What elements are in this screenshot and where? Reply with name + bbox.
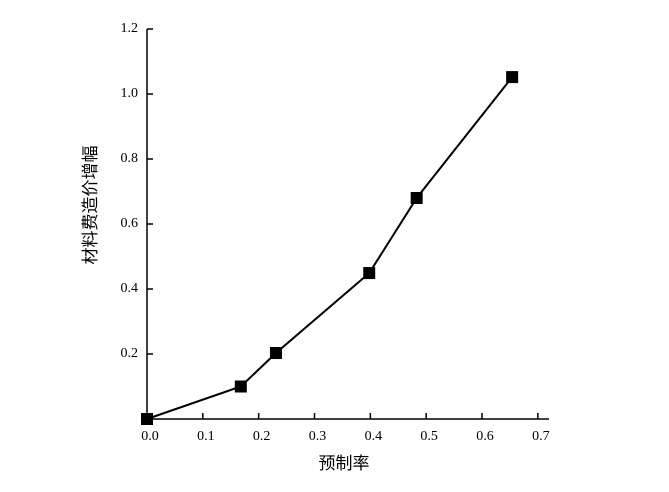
marker	[506, 71, 519, 84]
marker	[363, 267, 376, 280]
x-axis-label: 预制率	[319, 454, 370, 473]
y-axis-label: 材料费造价增幅	[81, 146, 100, 265]
x-tick-label: 0.0	[141, 429, 159, 444]
x-tick-label: 0.2	[253, 429, 271, 444]
x-tick-label: 0.4	[365, 429, 383, 444]
marker	[141, 413, 153, 425]
marker	[410, 192, 423, 204]
line	[146, 76, 513, 420]
y-tick-label: 0.6	[121, 216, 139, 231]
x-tick-label: 0.3	[309, 429, 327, 444]
marker	[269, 347, 282, 360]
x-tick-label: 0.5	[420, 429, 438, 444]
x-tick-label: 0.7	[532, 429, 550, 444]
y-tick-label: 0.8	[121, 151, 139, 166]
marker	[234, 380, 247, 393]
y-tick-label: 0.4	[121, 281, 139, 296]
y-tick-label: 1.0	[121, 86, 139, 101]
x-tick-label: 0.6	[476, 429, 494, 444]
y-tick-label: 0.2	[121, 346, 139, 361]
y-tick-label: 1.2	[121, 21, 139, 36]
x-tick-label: 0.1	[197, 429, 215, 444]
